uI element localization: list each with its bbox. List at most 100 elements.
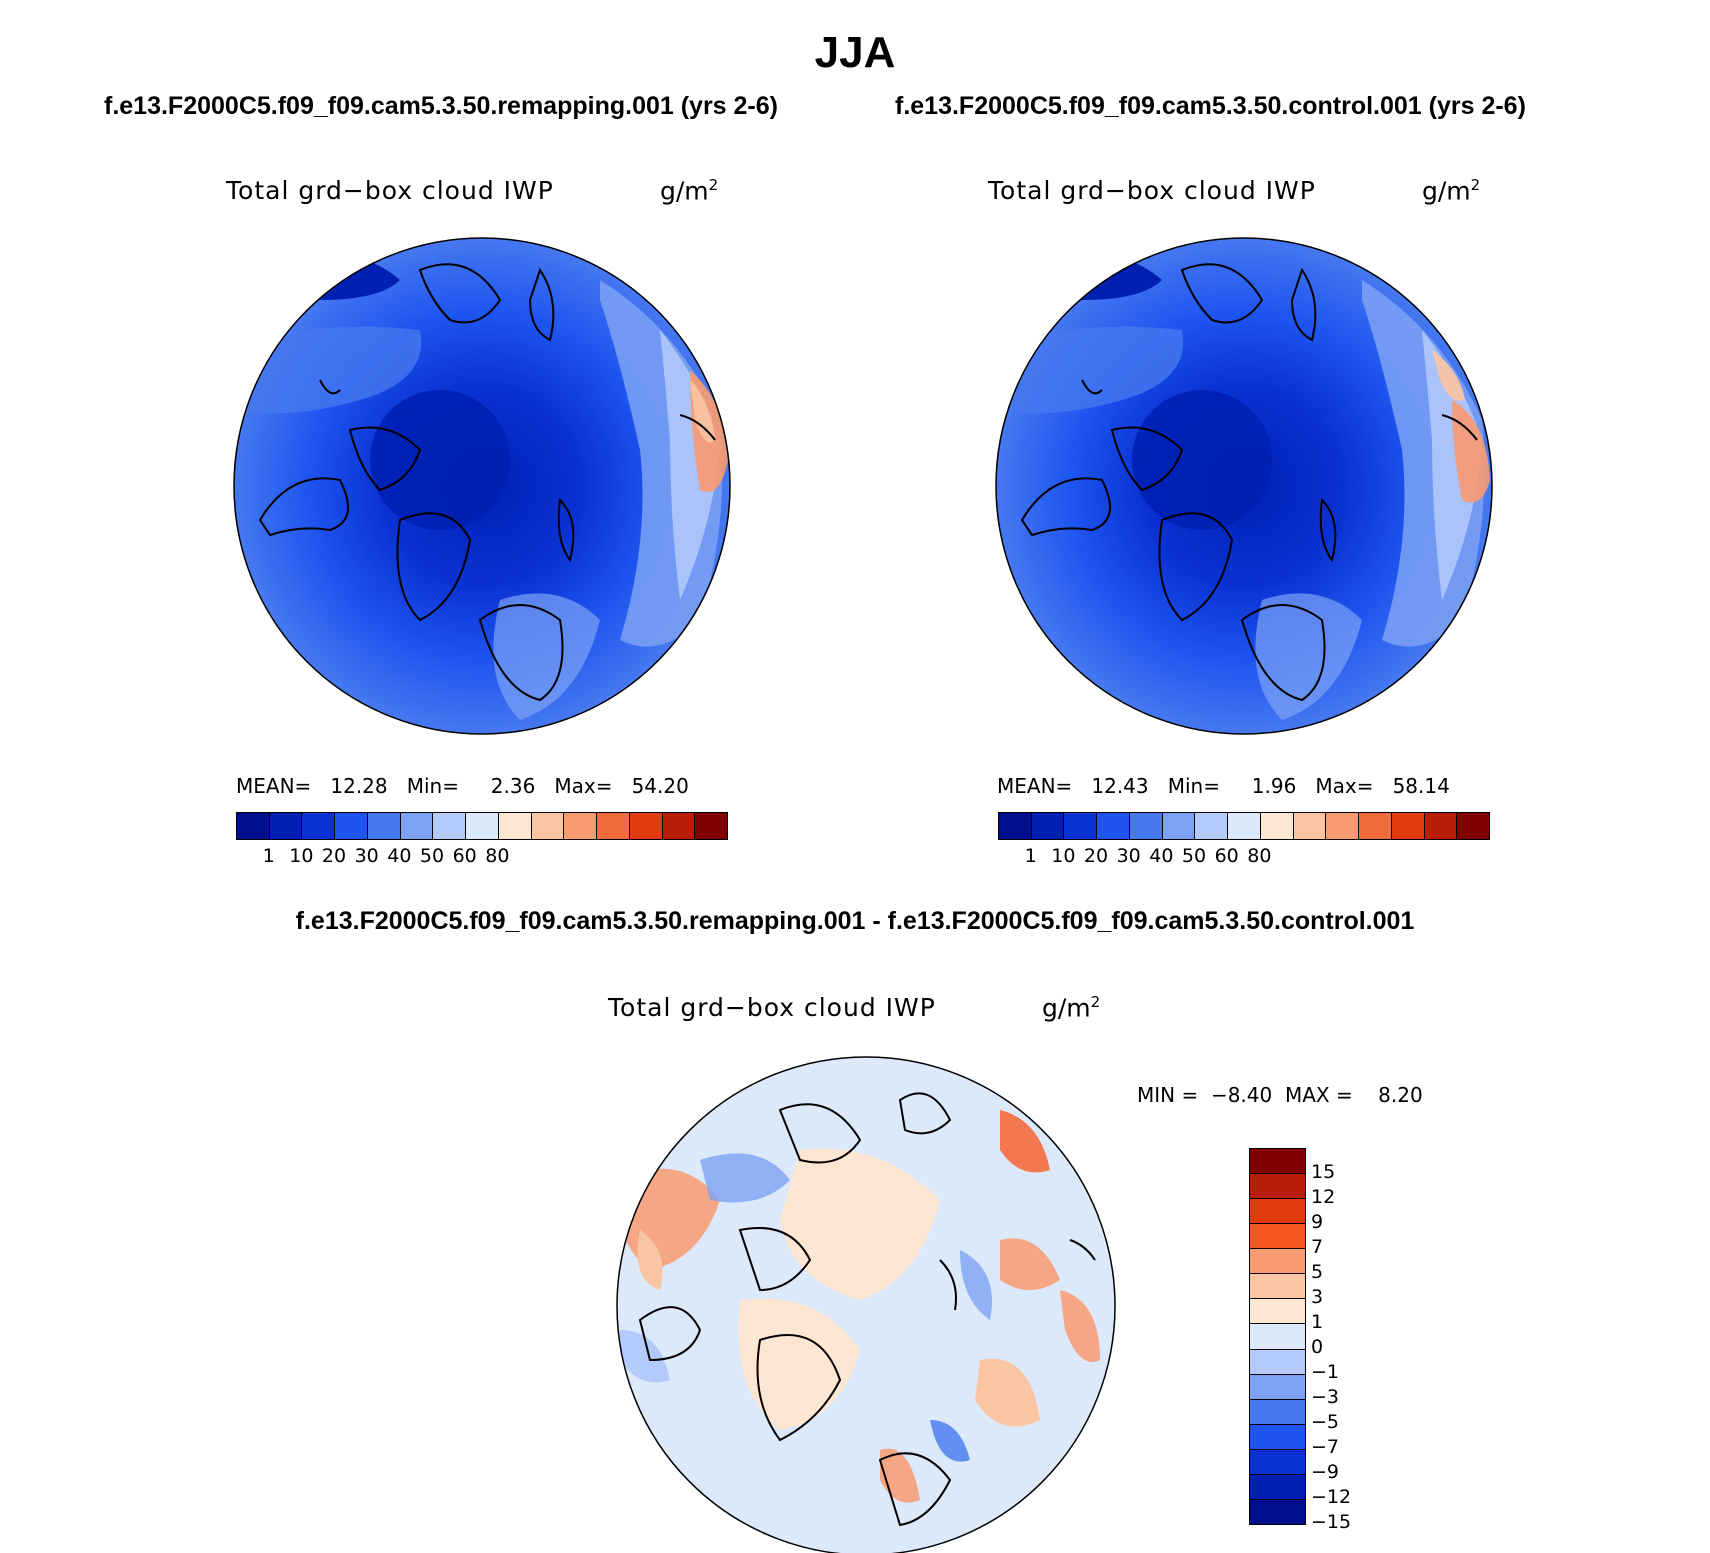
diff-colorbar-label: −5 xyxy=(1311,1411,1340,1433)
left-colorbar-swatch xyxy=(465,813,498,839)
right-colorbar-label: 40 xyxy=(1149,845,1174,867)
left-colorbar-label: 60 xyxy=(452,845,477,867)
left-colorbar-label: 20 xyxy=(321,845,347,867)
left-map-border xyxy=(233,237,731,735)
left-case-title: f.e13.F2000C5.f09_f09.cam5.3.50.remappin… xyxy=(104,92,778,120)
diff-colorbar-label: −7 xyxy=(1311,1436,1340,1458)
left-colorbar-swatch xyxy=(530,813,564,839)
left-colorbar xyxy=(236,812,728,840)
right-colorbar-swatch xyxy=(1358,813,1391,839)
left-colorbar-swatch xyxy=(432,813,466,839)
left-colorbar-label: 1 xyxy=(262,845,275,867)
right-case-title: f.e13.F2000C5.f09_f09.cam5.3.50.control.… xyxy=(895,92,1526,120)
diff-minmax: MIN = −8.40 MAX = 8.20 xyxy=(1137,1083,1423,1107)
left-colorbar-swatch xyxy=(399,813,433,839)
diff-colorbar-swatch xyxy=(1250,1298,1305,1324)
right-colorbar-label: 30 xyxy=(1116,845,1141,867)
right-colorbar-swatch xyxy=(1390,813,1424,839)
diff-colorbar xyxy=(1249,1148,1306,1525)
right-colorbar-swatch xyxy=(1096,813,1129,839)
diff-case-title: f.e13.F2000C5.f09_f09.cam5.3.50.remappin… xyxy=(295,907,1415,935)
right-colorbar-swatch xyxy=(1325,813,1359,839)
left-coastlines xyxy=(258,263,716,702)
right-colorbar-label: 60 xyxy=(1214,845,1239,867)
left-colorbar-label: 10 xyxy=(289,845,314,867)
left-stats: MEAN= 12.28 Min= 2.36 Max= 54.20 xyxy=(236,774,689,798)
diff-colorbar-swatch xyxy=(1250,1473,1305,1499)
left-colorbar-swatch xyxy=(563,813,597,839)
diff-colorbar-label: −15 xyxy=(1311,1511,1352,1533)
right-panel-units: g/m2 xyxy=(1422,176,1481,206)
right-colorbar-swatch xyxy=(1194,813,1228,839)
diff-colorbar-swatch xyxy=(1250,1498,1305,1524)
diff-colorbar-label: 15 xyxy=(1311,1161,1336,1183)
diff-colorbar-label: 9 xyxy=(1311,1211,1324,1233)
left-colorbar-swatch xyxy=(628,813,662,839)
diff-colorbar-swatch xyxy=(1250,1198,1305,1224)
diff-colorbar-label: 7 xyxy=(1311,1236,1324,1258)
left-colorbar-label: 50 xyxy=(419,845,445,867)
right-colorbar-label: 1 xyxy=(1024,845,1037,867)
left-colorbar-label: 80 xyxy=(485,845,510,867)
right-colorbar-swatch xyxy=(1128,813,1162,839)
right-panel-variable: Total grd−box cloud IWP xyxy=(988,176,1316,205)
diff-colorbar-swatch xyxy=(1250,1398,1305,1424)
diff-colorbar-swatch xyxy=(1250,1149,1305,1174)
left-colorbar-swatch xyxy=(301,813,335,839)
right-colorbar-swatch xyxy=(1259,813,1293,839)
left-colorbar-label: 30 xyxy=(354,845,379,867)
right-stats: MEAN= 12.43 Min= 1.96 Max= 58.14 xyxy=(997,774,1450,798)
diff-colorbar-label: 3 xyxy=(1311,1286,1324,1308)
left-colorbar-swatch xyxy=(661,813,695,839)
right-coastlines xyxy=(1020,263,1478,702)
figure-title: JJA xyxy=(814,28,896,77)
diff-panel-units: g/m2 xyxy=(1042,993,1101,1023)
right-colorbar-label: 10 xyxy=(1051,845,1076,867)
right-colorbar xyxy=(998,812,1490,840)
left-colorbar-swatch xyxy=(694,813,728,839)
left-colorbar-label: 40 xyxy=(387,845,412,867)
left-colorbar-swatch xyxy=(366,813,400,839)
diff-colorbar-label: −1 xyxy=(1311,1361,1340,1383)
diff-panel-variable: Total grd−box cloud IWP xyxy=(608,993,936,1022)
left-panel-variable: Total grd−box cloud IWP xyxy=(226,176,554,205)
right-colorbar-label: 50 xyxy=(1181,845,1207,867)
right-colorbar-label: 20 xyxy=(1083,845,1109,867)
diff-colorbar-label: −9 xyxy=(1311,1461,1340,1483)
diff-colorbar-label: 5 xyxy=(1311,1261,1324,1283)
right-colorbar-swatch xyxy=(1063,813,1097,839)
right-colorbar-swatch xyxy=(1030,813,1064,839)
diff-colorbar-label: 12 xyxy=(1311,1186,1336,1208)
left-polar-map xyxy=(234,238,730,734)
diff-colorbar-label: −3 xyxy=(1311,1386,1340,1408)
right-polar-map xyxy=(996,238,1492,734)
diff-colorbar-label: 0 xyxy=(1311,1336,1324,1358)
right-map-border xyxy=(995,237,1493,735)
diff-colorbar-label: 1 xyxy=(1311,1311,1324,1333)
right-colorbar-swatch xyxy=(1456,813,1490,839)
left-colorbar-swatch xyxy=(334,813,367,839)
diff-colorbar-swatch xyxy=(1250,1448,1305,1474)
diff-colorbar-swatch xyxy=(1250,1173,1305,1199)
diff-polar-map xyxy=(617,1057,1115,1553)
right-colorbar-swatch xyxy=(1227,813,1260,839)
diff-colorbar-swatch xyxy=(1250,1373,1305,1399)
diff-map-border xyxy=(616,1056,1116,1553)
left-colorbar-swatch xyxy=(268,813,302,839)
diff-coastlines xyxy=(638,1092,1096,1527)
diff-map-background xyxy=(617,1057,1115,1553)
diff-colorbar-swatch xyxy=(1250,1423,1305,1449)
diff-colorbar-swatch xyxy=(1250,1323,1305,1349)
right-colorbar-swatch xyxy=(999,813,1031,839)
right-colorbar-swatch xyxy=(1423,813,1457,839)
diff-colorbar-swatch xyxy=(1250,1273,1305,1299)
right-colorbar-swatch xyxy=(1161,813,1195,839)
right-colorbar-label: 80 xyxy=(1247,845,1272,867)
diff-colorbar-swatch xyxy=(1250,1223,1305,1249)
diff-colorbar-label: −12 xyxy=(1311,1486,1352,1508)
left-colorbar-swatch xyxy=(497,813,531,839)
left-colorbar-swatch xyxy=(237,813,269,839)
diff-colorbar-swatch xyxy=(1250,1248,1305,1274)
left-panel-units: g/m2 xyxy=(660,176,719,206)
